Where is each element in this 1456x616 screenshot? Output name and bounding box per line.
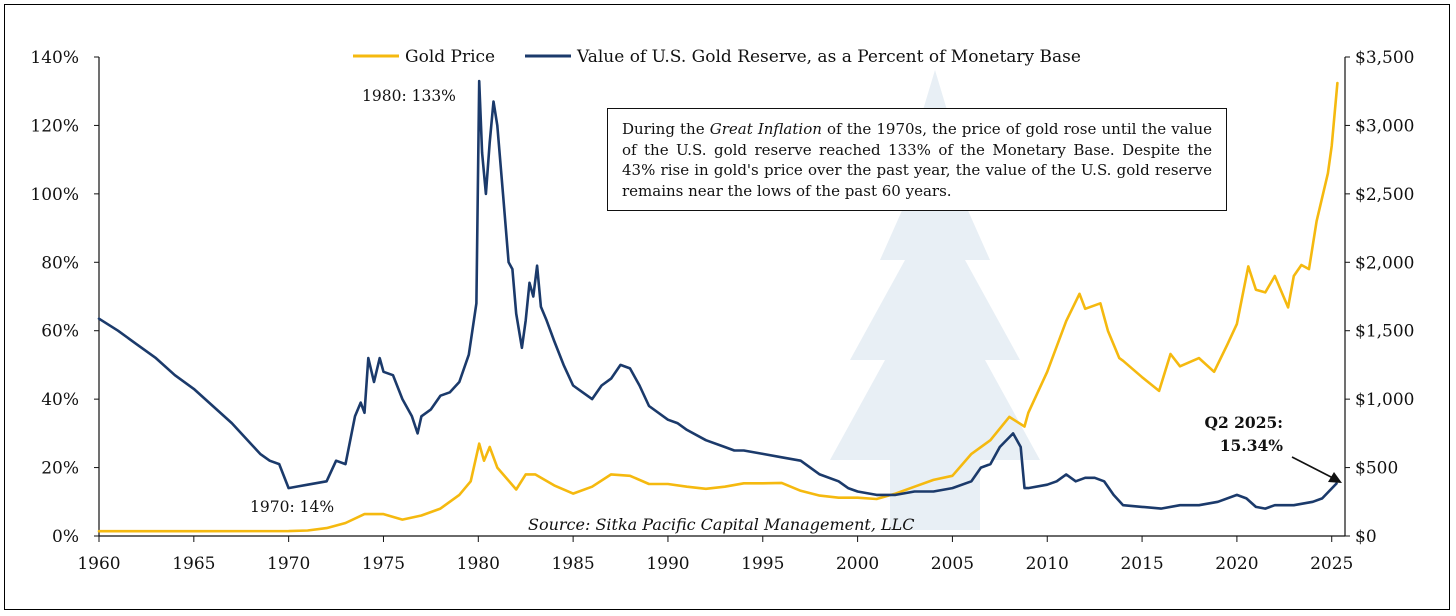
right-tick-label: $500	[1355, 459, 1398, 479]
x-tick-label: 2015	[1120, 554, 1163, 574]
left-tick-label: 40%	[41, 390, 79, 410]
x-tick-label: 1970	[267, 554, 310, 574]
x-tick-label: 1960	[77, 554, 120, 574]
source-note: Source: Sitka Pacific Capital Management…	[528, 515, 915, 534]
note-italic: Great Inflation	[709, 120, 822, 138]
left-tick-label: 100%	[30, 185, 79, 205]
peak-annotation: 1980: 133%	[362, 87, 456, 105]
x-tick-label: 2000	[836, 554, 879, 574]
note-prefix: During the	[622, 120, 710, 138]
right-tick-label: $0	[1355, 527, 1377, 547]
latest-annotation-line2: 15.34%	[1220, 436, 1284, 455]
legend-gold-label: Gold Price	[405, 47, 495, 67]
low-annotation: 1970: 14%	[250, 498, 334, 516]
latest-annotation-line1: Q2 2025:	[1204, 413, 1283, 432]
left-tick-label: 140%	[30, 48, 79, 68]
x-tick-label: 1990	[646, 554, 689, 574]
right-axis-ticks: $0 $500 $1,000 $1,500 $2,000 $2,500 $3,000 $3,5…	[1345, 48, 1414, 547]
tree-watermark	[830, 70, 1040, 530]
left-tick-label: 20%	[41, 459, 79, 479]
x-tick-label: 2005	[931, 554, 974, 574]
legend: Gold Price Value of U.S. Gold Reserve, a…	[353, 47, 1081, 67]
note-rest: of the 1970s, the price of gold rose unt…	[622, 120, 1212, 200]
annotation-box: During the Great Inflation of the 1970s,…	[607, 108, 1227, 211]
x-tick-label: 1975	[362, 554, 405, 574]
left-tick-label: 60%	[41, 322, 79, 342]
axes	[98, 57, 1346, 537]
right-tick-label: $1,000	[1355, 390, 1414, 410]
x-tick-label: 1965	[172, 554, 215, 574]
chart-frame	[4, 4, 1450, 610]
latest-arrow	[1291, 456, 1342, 483]
right-tick-label: $3,500	[1355, 48, 1414, 68]
reserve-percent-line	[97, 79, 1338, 510]
x-tick-label: 2020	[1215, 554, 1258, 574]
right-tick-label: $2,500	[1355, 185, 1414, 205]
left-tick-label: 80%	[41, 253, 79, 273]
right-tick-label: $1,500	[1355, 322, 1414, 342]
plot-lines	[97, 79, 1339, 533]
x-tick-label: 1980	[457, 554, 500, 574]
x-tick-label: 1985	[551, 554, 594, 574]
right-tick-label: $3,000	[1355, 116, 1414, 136]
x-axis-ticks: 1960 1965 1970 1975 1980 1985 1990 1995 2000 2005…	[77, 536, 1353, 574]
legend-reserve-label: Value of U.S. Gold Reserve, as a Percent…	[576, 47, 1081, 67]
left-axis-ticks: 0% 20% 40% 60% 80% 100% 120% 140%	[30, 48, 99, 547]
x-tick-label: 2025	[1310, 554, 1353, 574]
gold-price-line	[97, 81, 1339, 533]
x-tick-label: 2010	[1026, 554, 1069, 574]
right-tick-label: $2,000	[1355, 253, 1414, 273]
left-tick-label: 0%	[52, 527, 79, 547]
x-tick-label: 1995	[741, 554, 784, 574]
left-tick-label: 120%	[30, 116, 79, 136]
